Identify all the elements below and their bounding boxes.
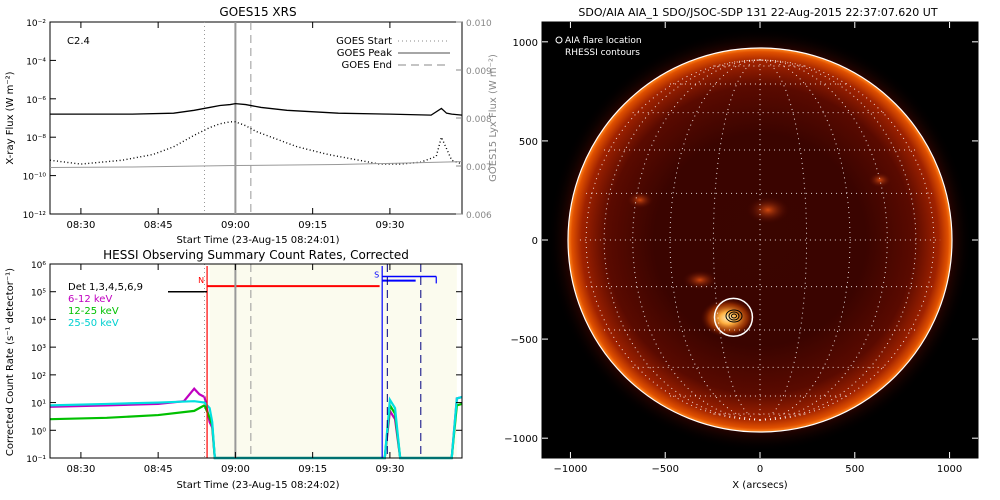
goes-event-lines xyxy=(204,22,252,214)
hessi-marker-label: N xyxy=(198,276,204,285)
goes-y-tick-label: 10⁻¹⁰ xyxy=(23,173,47,183)
hessi-y-tick-label: 10³ xyxy=(31,344,46,354)
hessi-y-tick-label: 10⁴ xyxy=(31,316,46,326)
goes-y-tick-label-right: 0.010 xyxy=(466,19,492,29)
hessi-legend-6-12: 6-12 keV xyxy=(68,294,112,305)
goes-y-tick-label: 10⁻⁶ xyxy=(26,96,46,106)
hessi-event-lines xyxy=(204,264,422,458)
aia-y-ticks: −1000 −500 0 500 1000 xyxy=(504,38,978,445)
goes-y-label-right: GOES15 Lyx Flux (W m⁻²) xyxy=(488,54,499,182)
aia-legend-rhessi: RHESSI contours xyxy=(565,48,640,58)
goes-y-tick-label-right: 0.007 xyxy=(466,163,492,173)
aia-title: SDO/AIA AIA_1 SDO/JSOC-SDP 131 22-Aug-20… xyxy=(578,6,937,19)
hessi-legend-12-25: 12-25 keV xyxy=(68,306,119,317)
goes-y-tick-label: 10⁻⁸ xyxy=(26,134,46,144)
goes-x-label: Start Time (23-Aug-15 08:24:01) xyxy=(176,235,339,246)
hessi-x-tick-label: 09:00 xyxy=(221,464,250,475)
grid-longitude xyxy=(759,59,917,421)
limb-outline xyxy=(567,47,953,433)
hessi-x-tick-label: 09:15 xyxy=(298,464,327,475)
active-region-4 xyxy=(868,172,892,188)
goes-series-lyman-alpha xyxy=(49,161,463,168)
rhessi-contours xyxy=(725,309,743,323)
grid-longitude xyxy=(603,59,761,421)
hessi-legend-25-50: 25-50 keV xyxy=(68,318,119,329)
active-region-2 xyxy=(682,270,718,290)
hessi-plot-border xyxy=(49,263,463,459)
goes-plot-frame xyxy=(49,21,463,215)
hessi-x-tick-label: 08:45 xyxy=(144,464,173,475)
hessi-x-tick-label: 08:30 xyxy=(66,464,95,475)
goes-legend-peak: GOES Peak xyxy=(337,48,392,59)
goes-class-label: C2.4 xyxy=(67,36,90,47)
hessi-marker-label: S xyxy=(374,271,379,280)
aia-x-tick-label: 0 xyxy=(757,464,763,475)
aia-legend: AIA flare location RHESSI contours xyxy=(555,36,642,58)
goes-legend: GOES Start GOES Peak GOES End xyxy=(336,36,450,71)
goes-y-tick-label: 10⁻¹² xyxy=(23,211,47,221)
aia-legend-circle-icon xyxy=(555,36,563,44)
goes-series-0-5-4-a xyxy=(49,121,463,165)
goes-y-ticks-right: 0.006 0.007 0.008 0.009 0.010 xyxy=(456,19,492,221)
aia-x-tick-label: −500 xyxy=(651,464,678,475)
goes-x-ticks: 08:30 08:45 09:00 09:15 09:30 xyxy=(66,22,404,231)
goes-y-tick-label-right: 0.009 xyxy=(466,67,492,77)
goes-series xyxy=(49,102,463,168)
goes-x-tick-label: 09:00 xyxy=(221,220,250,231)
aia-y-tick-label: −500 xyxy=(511,335,538,346)
hessi-markers: NS xyxy=(168,266,437,458)
hessi-y-tick-label: 10⁻¹ xyxy=(26,455,46,465)
heliographic-grid xyxy=(579,59,941,421)
goes-panel: GOES15 XRS 10⁻¹² 10⁻¹⁰ 10⁻⁸ 10⁻⁶ 10⁻⁴ 10⁻² 0.… xyxy=(5,5,499,246)
goes-y-label: X-ray Flux (W m⁻²) xyxy=(5,71,16,164)
aia-x-tick-label: 1000 xyxy=(937,464,962,475)
goes-legend-start: GOES Start xyxy=(336,36,392,47)
hessi-y-tick-label: 10¹ xyxy=(31,400,46,410)
hessi-y-tick-label: 10² xyxy=(31,372,46,382)
aia-y-tick-label: 500 xyxy=(519,137,538,148)
hessi-x-ticks: 08:30 08:45 09:00 09:15 09:30 xyxy=(66,264,404,475)
aia-x-label: X (arcsecs) xyxy=(732,480,788,491)
aia-legend-flare: AIA flare location xyxy=(565,36,642,46)
aia-x-ticks: −1000 −500 0 500 1000 xyxy=(554,22,962,475)
active-region-1 xyxy=(746,196,790,224)
aia-y-tick-label: 0 xyxy=(532,236,538,247)
hessi-y-ticks: 10⁻¹ 10⁰ 10¹ 10² 10³ 10⁴ 10⁵ 10⁶ xyxy=(26,261,462,465)
goes-y-ticks: 10⁻¹² 10⁻¹⁰ 10⁻⁸ 10⁻⁶ 10⁻⁴ 10⁻² xyxy=(23,19,56,221)
aia-panel: SDO/AIA AIA_1 SDO/JSOC-SDP 131 22-Aug-20… xyxy=(504,6,979,491)
hessi-x-tick-label: 09:30 xyxy=(375,464,404,475)
goes-x-tick-label: 09:30 xyxy=(375,220,404,231)
hessi-legend: Det 1,3,4,5,6,9 6-12 keV 12-25 keV 25-50… xyxy=(68,282,143,329)
goes-legend-end: GOES End xyxy=(342,60,392,71)
goes-x-tick-label: 09:15 xyxy=(298,220,327,231)
active-region-3 xyxy=(626,191,654,209)
flare-location-circle xyxy=(713,297,754,337)
hessi-title: HESSI Observing Summary Count Rates, Cor… xyxy=(103,248,409,262)
hessi-y-tick-label: 10⁶ xyxy=(31,261,46,271)
hessi-panel: HESSI Observing Summary Count Rates, Cor… xyxy=(5,248,463,491)
goes-y-tick-label: 10⁻² xyxy=(26,19,46,29)
aia-y-tick-label: −1000 xyxy=(504,434,538,445)
grid-longitude xyxy=(712,59,761,421)
goes-x-tick-label: 08:45 xyxy=(144,220,173,231)
goes-series-1-8-a xyxy=(50,102,463,116)
flare-glow xyxy=(700,298,756,338)
hessi-y-tick-label: 10⁰ xyxy=(31,427,46,437)
goes-y-tick-label-right: 0.006 xyxy=(466,211,492,221)
goes-y-tick-label-right: 0.008 xyxy=(466,115,492,125)
hessi-legend-det: Det 1,3,4,5,6,9 xyxy=(68,282,143,293)
hessi-y-tick-label: 10⁵ xyxy=(31,289,46,299)
hessi-y-label: Corrected Count Rate (s⁻¹ detector⁻¹) xyxy=(5,268,16,456)
grid-longitude xyxy=(759,59,808,421)
hessi-x-label: Start Time (23-Aug-15 08:24:02) xyxy=(176,480,339,491)
goes-x-tick-label: 08:30 xyxy=(66,220,95,231)
goes-y-tick-label: 10⁻⁴ xyxy=(26,57,46,67)
goes-title: GOES15 XRS xyxy=(219,5,296,19)
aia-x-tick-label: 500 xyxy=(845,464,864,475)
aia-x-tick-label: −1000 xyxy=(554,464,588,475)
aia-y-tick-label: 1000 xyxy=(513,38,538,49)
hessi-night-band xyxy=(209,264,457,458)
